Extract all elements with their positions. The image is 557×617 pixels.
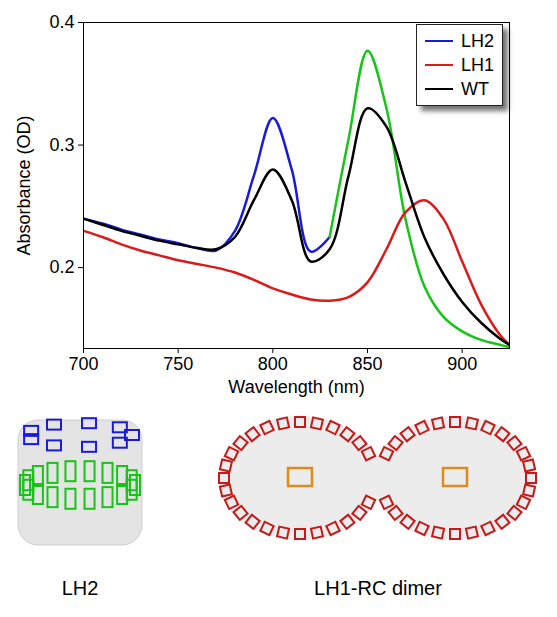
svg-text:Wavelength (nm): Wavelength (nm) [228,377,364,397]
svg-text:0.4: 0.4 [49,12,74,32]
svg-text:Absorbance (OD): Absorbance (OD) [14,115,34,255]
html-text:LH1: LH1 [461,54,494,75]
svg-text:750: 750 [163,354,193,374]
svg-text:850: 850 [352,354,382,374]
html-text:WT: WT [461,78,489,99]
svg-text:900: 900 [447,354,477,374]
svg-text:0.3: 0.3 [49,135,74,155]
svg-text:700: 700 [68,354,98,374]
svg-text:LH1-RC dimer: LH1-RC dimer [314,577,442,599]
svg-text:LH2: LH2 [62,577,99,599]
svg-text:0.2: 0.2 [49,257,74,277]
html-text:LH2: LH2 [461,30,494,51]
svg-text:800: 800 [258,354,288,374]
